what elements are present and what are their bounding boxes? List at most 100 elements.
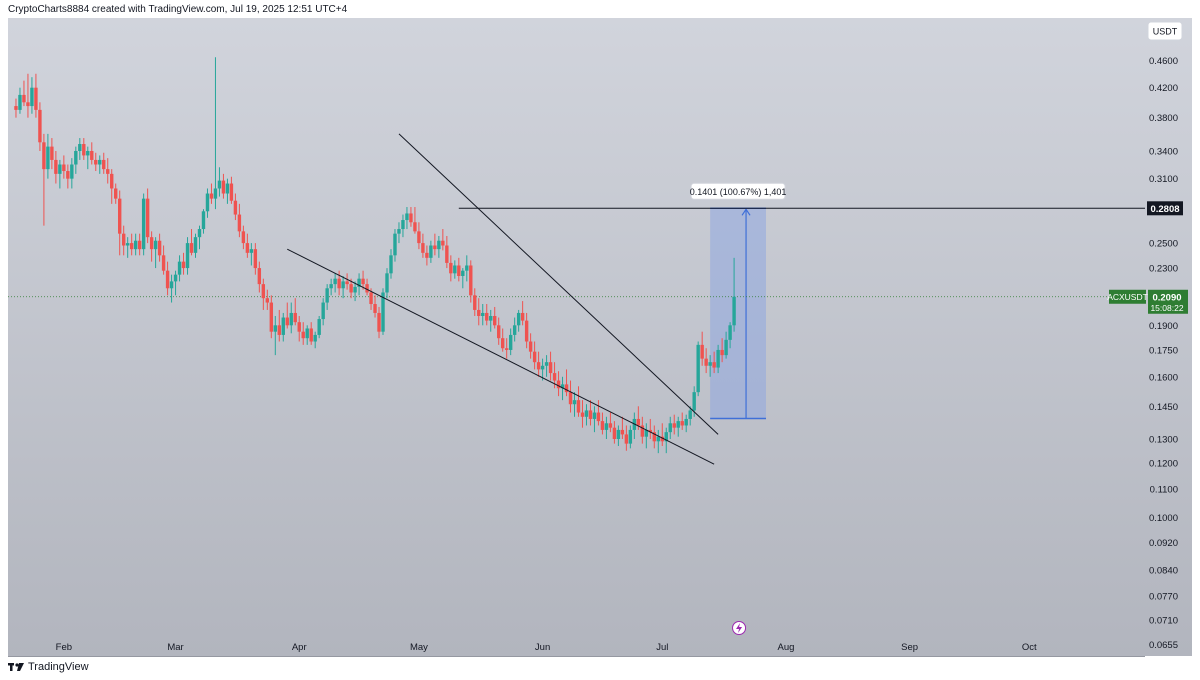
candle-body: [245, 243, 250, 253]
candle-body: [173, 274, 178, 282]
candle-body: [560, 384, 565, 389]
candle-body: [421, 243, 425, 253]
candle-body: [536, 362, 541, 370]
candle-body: [552, 373, 557, 381]
candle-body: [576, 400, 581, 413]
candle-body: [493, 315, 497, 326]
candle-body: [141, 198, 146, 250]
candle-body: [309, 328, 313, 342]
candle-body: [449, 262, 453, 274]
time-axis-border: [8, 656, 1145, 657]
candle-body: [110, 173, 114, 189]
candle-body: [592, 412, 597, 419]
candle-body: [588, 410, 593, 419]
lightning-icon[interactable]: [732, 621, 747, 635]
candle-body: [528, 341, 533, 352]
candle-body: [656, 436, 660, 442]
candle-body: [98, 159, 102, 165]
x-tick-label: Sep: [901, 642, 918, 653]
candle-body: [78, 144, 82, 151]
candle-body: [381, 292, 385, 332]
symbol-tag-box: [1109, 289, 1146, 304]
candle-body: [257, 268, 262, 285]
candle-body: [640, 425, 645, 437]
y-tick-label: 0.4600: [1149, 56, 1178, 67]
candle-body: [90, 150, 94, 160]
candle-body: [361, 278, 365, 285]
candle-body: [301, 331, 305, 339]
candle-body: [193, 237, 198, 253]
candle-body: [445, 245, 449, 263]
candle-body: [680, 421, 684, 426]
candle-body: [18, 94, 22, 110]
y-tick-label: 0.3100: [1149, 174, 1178, 185]
candle-body: [676, 421, 680, 428]
candle-body: [94, 159, 98, 165]
y-tick-label: 0.1100: [1150, 485, 1178, 496]
candle-body: [369, 292, 373, 305]
candle-body: [349, 284, 353, 293]
candle-body: [604, 423, 609, 430]
candle-body: [441, 240, 445, 246]
candle-body: [265, 298, 270, 303]
y-tick-label: 0.4200: [1149, 83, 1178, 94]
candle-body: [34, 87, 38, 110]
price-axis-background: [1145, 18, 1192, 656]
candle-body: [14, 106, 18, 110]
candle-body: [118, 198, 122, 234]
tradingview-logo-icon: [8, 663, 24, 671]
candle-body: [580, 412, 585, 417]
candle-body: [664, 432, 668, 442]
candle-body: [169, 281, 174, 289]
candle-body: [636, 418, 641, 426]
y-tick-label: 0.2500: [1149, 239, 1178, 250]
candle-body: [197, 229, 202, 238]
candle-body: [397, 229, 401, 234]
candle-body: [508, 334, 513, 350]
candle-body: [317, 319, 321, 335]
candle-body: [524, 320, 529, 342]
candle-body: [62, 164, 66, 172]
x-tick-label: Aug: [777, 642, 794, 653]
candle-body: [337, 278, 341, 289]
candle-body: [628, 429, 633, 444]
candle-body: [185, 243, 190, 269]
candle-body: [345, 281, 349, 285]
candle-body: [181, 261, 186, 269]
trendline-upper: [398, 133, 719, 435]
candle-body: [469, 265, 473, 296]
candle-body: [42, 142, 46, 170]
symbol-tag-label: ACXUSDT: [1107, 292, 1148, 302]
candle-body: [333, 278, 337, 285]
candle-body: [652, 432, 656, 442]
current-price-box: [1148, 289, 1188, 314]
candle-body: [261, 284, 266, 299]
candle-body: [145, 198, 150, 238]
resistance-price-label: 0.2808: [1150, 204, 1179, 215]
candle-body: [692, 392, 696, 411]
y-tick-label: 0.3800: [1149, 113, 1178, 124]
candle-body: [321, 302, 325, 320]
candle-body: [313, 334, 317, 342]
candle-body: [121, 233, 126, 246]
candle-body: [26, 102, 30, 107]
candle-body: [365, 284, 369, 293]
candle-body: [217, 180, 222, 189]
candle-body: [58, 164, 62, 174]
y-tick-label: 0.1450: [1149, 402, 1178, 413]
lightning-icon-bolt: [736, 623, 743, 633]
candle-body: [161, 255, 166, 271]
candle-body: [341, 281, 345, 289]
tradingview-brand[interactable]: TradingView: [8, 661, 89, 673]
y-tick-label: 0.0770: [1149, 591, 1178, 602]
candle-body: [137, 240, 142, 250]
y-tick-label: 0.1900: [1149, 321, 1178, 332]
candle-body: [237, 214, 242, 232]
candle-body: [253, 249, 258, 269]
candle-body: [644, 429, 649, 437]
candle-body: [129, 243, 134, 250]
measure-label-box: [690, 182, 786, 200]
candle-body: [285, 317, 289, 326]
candle-body: [489, 315, 493, 321]
